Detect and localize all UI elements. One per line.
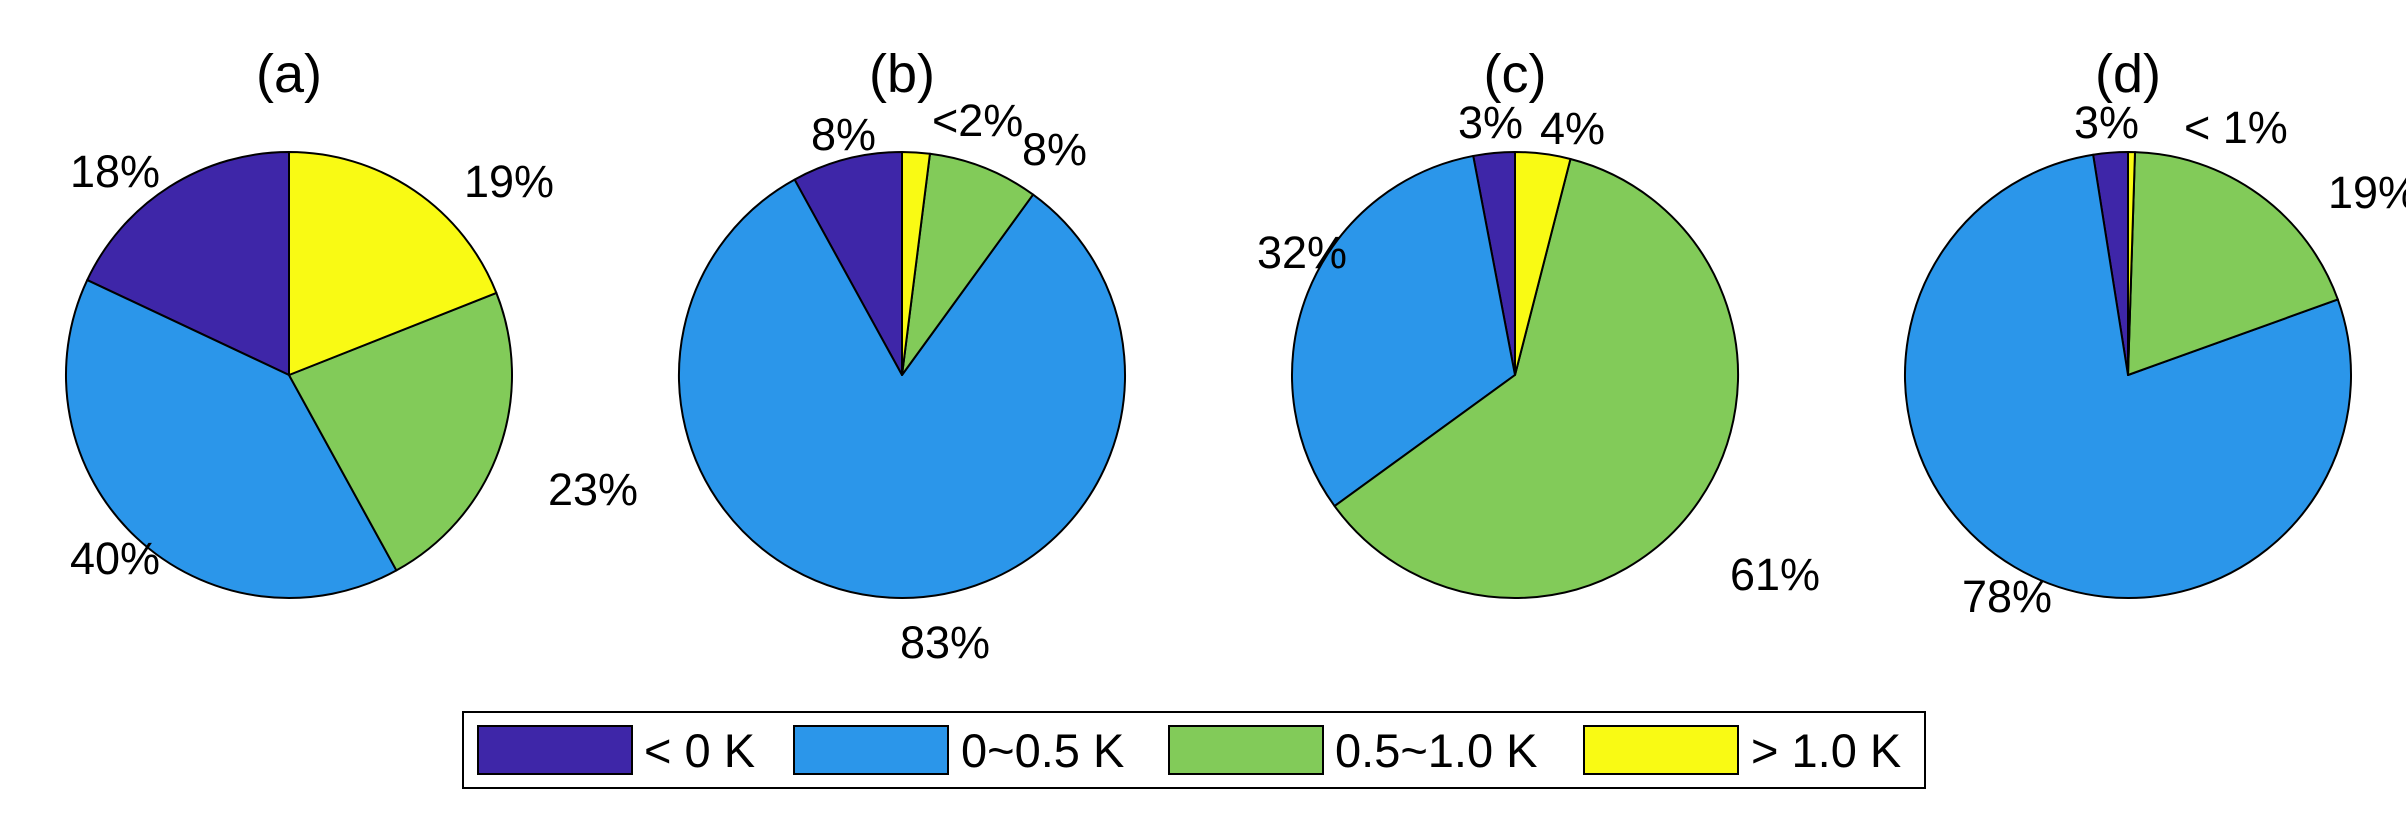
pie-slice-gt10 <box>901 151 931 376</box>
pie-panel-2: (c)3% 32% 61% 4% <box>1257 44 1820 600</box>
pie-slice-label: 8% <box>1022 124 1087 175</box>
pie-slice-b05_10 <box>2127 151 2339 376</box>
pie-slice-b0_05 <box>1291 154 1516 508</box>
pie-slices <box>1904 151 2352 599</box>
legend-swatch-gt10 <box>1583 725 1739 775</box>
legend-swatch-lt0 <box>477 725 633 775</box>
pie-panels: (a)18%40%23%19%(b)8%83%8%<2%(c)3%32%61%4… <box>64 44 2406 668</box>
pie-slice-label: 32% <box>1257 227 1347 278</box>
pie-slice-label: 4% <box>1540 103 1605 154</box>
legend-label: 0~0.5 K <box>961 724 1124 777</box>
pie-slice-label: 3% <box>1458 97 1523 148</box>
pie-slice-label: 78% <box>1962 571 2052 622</box>
pie-slices <box>678 151 1126 599</box>
panel-title: (a) <box>256 44 322 104</box>
legend-label: 0.5~1.0 K <box>1335 724 1538 777</box>
pie-slice-label: <2% <box>932 95 1023 146</box>
pie-slice-b05_10 <box>901 152 1035 376</box>
panel-title: (d) <box>2095 44 2161 104</box>
pie-panel-0: (a) 18% 40% 23% 19% <box>64 44 638 599</box>
pie-slice-label: 19% <box>464 156 554 207</box>
legend-swatch-b0_05 <box>793 725 949 775</box>
pie-slice-label: 40% <box>70 533 160 584</box>
pie-panel-3: (d)3% 78% 19% < 1% <box>1904 44 2406 622</box>
pie-slice-lt0 <box>793 151 903 376</box>
pie-slice-gt10 <box>1514 151 1572 376</box>
pie-slice-label: 19% <box>2328 167 2406 218</box>
pie-slice-gt10 <box>2127 151 2136 376</box>
pie-slice-label: 8% <box>811 109 876 160</box>
pie-slice-label: 83% <box>900 617 990 668</box>
pie-slice-label: 61% <box>1730 549 1820 600</box>
pie-slice-b0_05 <box>1904 153 2352 599</box>
panel-title: (c) <box>1484 44 1547 104</box>
pie-slice-label: 23% <box>548 464 638 515</box>
pie-slice-b0_05 <box>64 279 398 599</box>
pie-slice-b0_05 <box>678 178 1126 599</box>
pie-slices <box>1291 151 1739 600</box>
pie-panel-1: (b)8%83%8%<2% <box>678 44 1126 668</box>
pie-slice-b05_10 <box>1333 158 1739 600</box>
legend-swatch-b05_10 <box>1168 725 1324 775</box>
pie-slice-lt0 <box>86 151 290 376</box>
pie-slice-label: < 1% <box>2184 102 2288 153</box>
panel-title: (b) <box>869 44 935 104</box>
legend-label: < 0 K <box>644 724 755 777</box>
pie-slice-label: 18% <box>70 146 160 197</box>
pie-slice-gt10 <box>288 151 498 376</box>
pie-slices <box>64 151 513 599</box>
pie-slice-label: 3% <box>2074 97 2139 148</box>
legend-label: > 1.0 K <box>1751 724 1901 777</box>
legend: < 0 K 0~0.5 K 0.5~1.0 K > 1.0 K <box>462 711 1926 789</box>
pie-slice-b05_10 <box>288 291 513 572</box>
